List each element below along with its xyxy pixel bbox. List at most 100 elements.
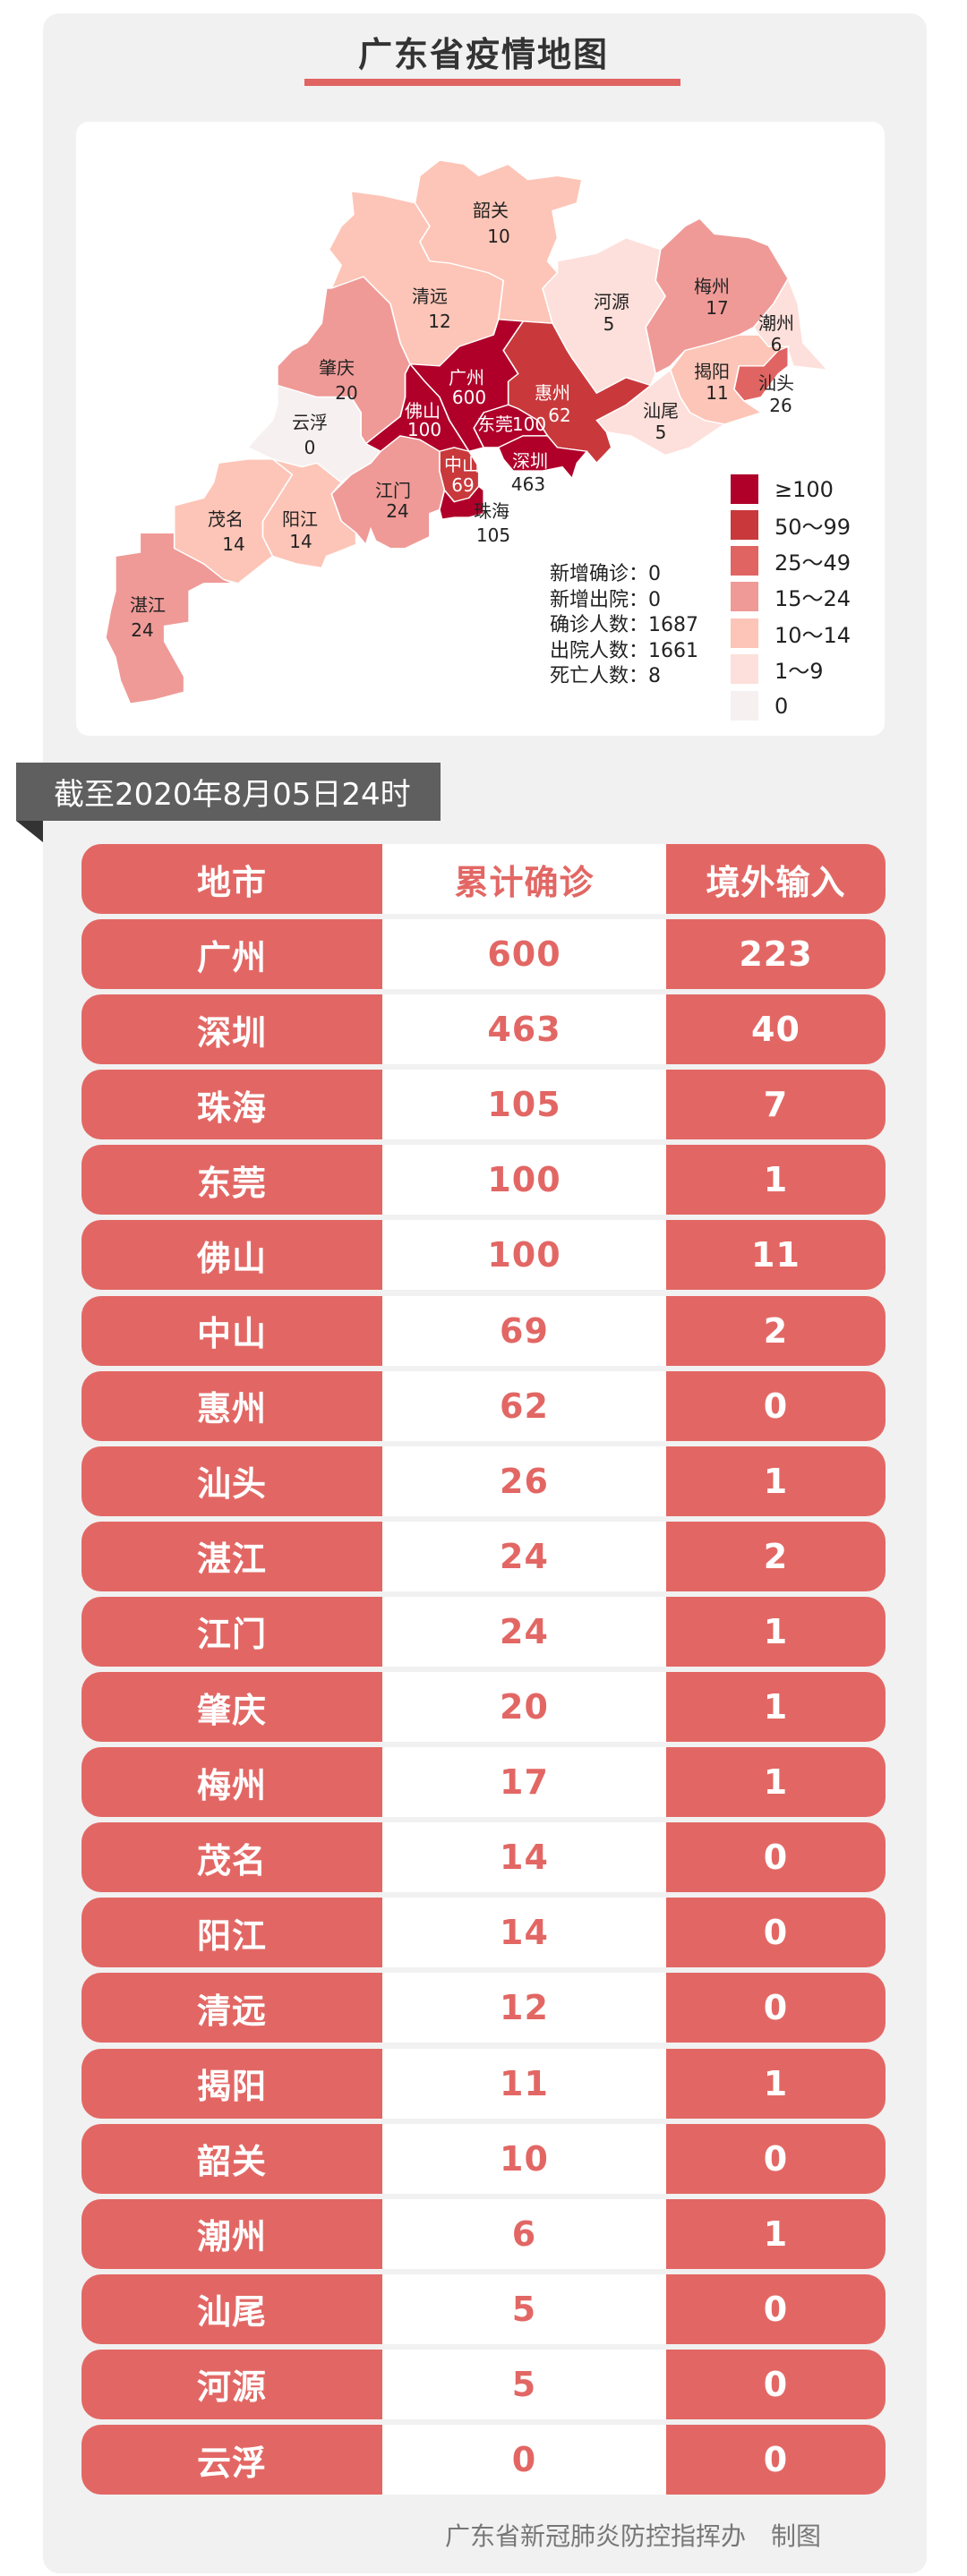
- cell-confirmed: 463: [382, 994, 666, 1065]
- cell-imported: 1: [666, 1747, 886, 1818]
- stat-new-discharged: 新增出院：0: [550, 588, 661, 611]
- table-row: 潮州 6 1: [81, 2198, 886, 2269]
- cell-imported: 0: [666, 2123, 886, 2194]
- cell-city: 潮州: [81, 2198, 382, 2269]
- cell-imported: 0: [666, 1822, 886, 1893]
- map-label-value: 100: [511, 414, 547, 435]
- cell-confirmed: 14: [382, 1822, 666, 1893]
- cell-city: 云浮: [81, 2425, 382, 2495]
- map-label-value: 14: [222, 533, 245, 555]
- table-row: 湛江 24 2: [81, 1521, 886, 1591]
- cell-confirmed: 6: [382, 2198, 666, 2269]
- cell-confirmed: 10: [382, 2123, 666, 2194]
- region-zhanjiang[interactable]: [105, 532, 234, 704]
- table-row: 肇庆 20 1: [81, 1672, 886, 1742]
- cell-city: 阳江: [81, 1898, 382, 1968]
- cell-confirmed: 24: [382, 1596, 666, 1667]
- map-label-name: 阳江: [282, 508, 318, 530]
- table-row: 揭阳 11 1: [81, 2048, 886, 2119]
- map-label-value: 100: [406, 419, 442, 440]
- cell-city: 湛江: [81, 1521, 382, 1591]
- cell-imported: 1: [666, 1446, 886, 1516]
- map-label-value: 10: [487, 226, 510, 247]
- legend-item: 1～9: [731, 654, 824, 684]
- cell-imported: 2: [666, 1521, 886, 1591]
- title-underline: [304, 79, 680, 86]
- legend-swatch: [731, 691, 758, 721]
- table-row: 东莞 100 1: [81, 1145, 886, 1215]
- stat-total-discharged: 出院人数：1661: [550, 639, 698, 662]
- cell-imported: 1: [666, 2048, 886, 2119]
- legend-swatch: [731, 546, 758, 576]
- map-label-name: 揭阳: [694, 361, 730, 382]
- map-label-name: 江门: [375, 480, 411, 501]
- cell-confirmed: 105: [382, 1070, 666, 1140]
- table-row: 佛山 100 11: [81, 1220, 886, 1291]
- map-label-value: 62: [548, 405, 571, 426]
- region-shenzhen[interactable]: [497, 435, 588, 481]
- cell-confirmed: 26: [382, 1446, 666, 1516]
- legend-label: ≥100: [774, 476, 834, 502]
- region-meizhou[interactable]: [645, 218, 790, 375]
- cell-confirmed: 14: [382, 1898, 666, 1968]
- region-zhuhai[interactable]: [439, 485, 485, 520]
- cell-imported: 0: [666, 2273, 886, 2344]
- cell-confirmed: 24: [382, 1521, 666, 1591]
- cell-city: 汕尾: [81, 2273, 382, 2344]
- cell-city: 珠海: [81, 1070, 382, 1140]
- legend-swatch: [731, 582, 758, 611]
- cell-city: 揭阳: [81, 2048, 382, 2119]
- table-row: 梅州 17 1: [81, 1747, 886, 1818]
- map-label-value: 600: [451, 387, 487, 408]
- legend-label: 0: [774, 693, 789, 719]
- map-label-name: 潮州: [758, 312, 794, 334]
- table-row: 清远 12 0: [81, 1973, 886, 2043]
- legend-swatch: [731, 654, 758, 684]
- legend-swatch: [731, 618, 758, 648]
- map-label-name: 珠海: [474, 500, 509, 522]
- table-header: 地市 累计确诊 境外输入: [81, 844, 886, 914]
- map-label-name: 深圳: [512, 450, 548, 472]
- map-labels: 韶关 10 清远 12 河源 5 梅州 17 潮州 6 揭阳 11 汕头 26 …: [76, 125, 846, 734]
- region-maoming[interactable]: [173, 458, 294, 584]
- cell-city: 惠州: [81, 1370, 382, 1441]
- map-label-name: 汕头: [758, 372, 794, 394]
- table-row: 汕头 26 1: [81, 1446, 886, 1516]
- map-label-name: 佛山: [405, 400, 441, 422]
- footer-credit: 广东省新冠肺炎防控指挥办 制图: [445, 2521, 822, 2551]
- map-label-value: 69: [451, 474, 475, 496]
- header-imported: 境外输入: [666, 844, 886, 914]
- map-label-value: 105: [475, 525, 511, 546]
- legend-label: 25～49: [774, 550, 851, 576]
- map-label-name: 河源: [594, 291, 629, 312]
- map-label-name: 中山: [444, 454, 480, 475]
- cell-confirmed: 100: [382, 1145, 666, 1215]
- cell-city: 江门: [81, 1596, 382, 1667]
- cell-imported: 11: [666, 1220, 886, 1291]
- map-label-value: 5: [603, 313, 615, 335]
- map-label-name: 广州: [449, 367, 484, 388]
- table-row: 深圳 463 40: [81, 994, 886, 1065]
- cell-imported: 1: [666, 1596, 886, 1667]
- map-label-value: 12: [428, 311, 451, 332]
- cell-confirmed: 100: [382, 1220, 666, 1291]
- legend-item: ≥100: [731, 474, 834, 504]
- map-label-value: 14: [289, 531, 312, 552]
- stat-new-confirmed: 新增确诊：0: [550, 563, 661, 585]
- cell-city: 河源: [81, 2349, 382, 2419]
- cell-confirmed: 11: [382, 2048, 666, 2119]
- map-label-name: 云浮: [292, 412, 328, 433]
- table-row: 中山 69 2: [81, 1295, 886, 1366]
- cell-confirmed: 5: [382, 2273, 666, 2344]
- cell-city: 中山: [81, 1295, 382, 1366]
- map-label-value: 17: [706, 297, 729, 319]
- cell-city: 茂名: [81, 1822, 382, 1893]
- map-label-value: 5: [655, 422, 667, 443]
- region-shantou[interactable]: [733, 345, 790, 402]
- map-label-name: 东莞: [477, 414, 513, 435]
- cell-imported: 223: [666, 919, 886, 989]
- table-row: 茂名 14 0: [81, 1822, 886, 1893]
- table-row: 汕尾 5 0: [81, 2273, 886, 2344]
- cell-city: 清远: [81, 1973, 382, 2043]
- legend-item: 0: [731, 691, 788, 721]
